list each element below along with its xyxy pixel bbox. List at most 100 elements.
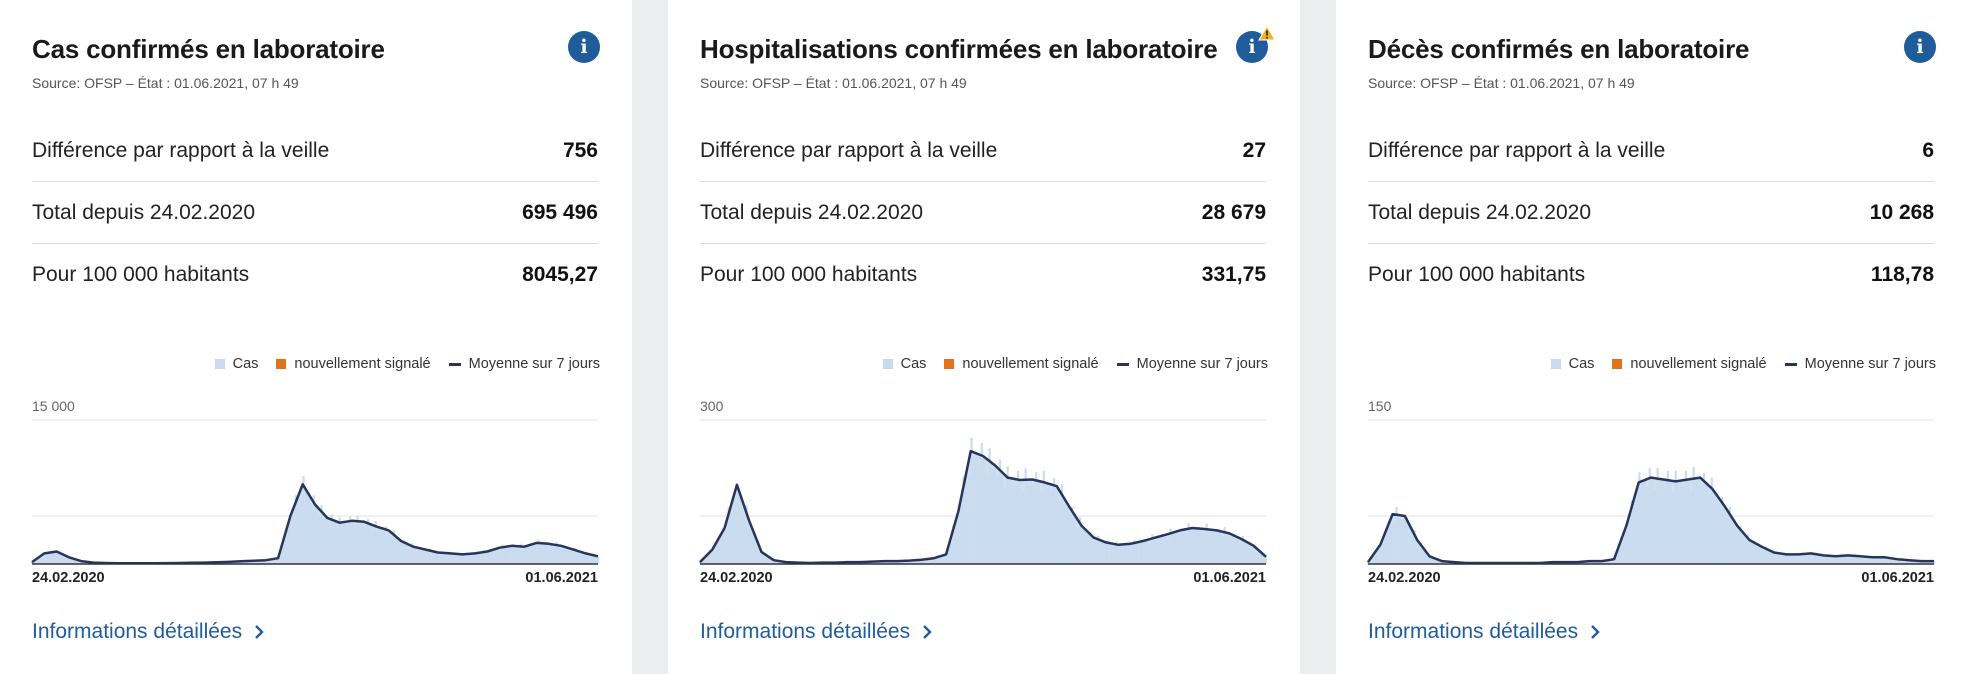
stat-row: Total depuis 24.02.2020 695 496 [32,182,598,244]
stat-row: Total depuis 24.02.2020 10 268 [1368,182,1934,244]
card-title: Cas confirmés en laboratoire [32,34,385,64]
stat-row: Différence par rapport à la veille 756 [32,120,598,182]
stats-table: Différence par rapport à la veille 27 Tota… [700,120,1266,306]
card-1: Cas confirmés en laboratoire Source: OFS… [0,0,632,674]
y-axis-max-label: 15 000 [32,398,75,414]
stat-label: Total depuis 24.02.2020 [32,200,256,224]
legend-label-moving-average: Moyenne sur 7 jours [1804,356,1936,372]
x-axis-end-label: 01.06.2021 [1861,570,1934,586]
details-link[interactable]: Informations détaillées [700,620,932,644]
area-fill [32,484,598,564]
info-icon: i [1916,36,1924,58]
chart-legend: Cas nouvellement signalé Moyenne sur 7 j… [1550,356,1936,372]
stat-row: Pour 100 000 habitants 8045,27 [32,244,598,306]
x-axis-end-label: 01.06.2021 [525,570,598,586]
legend-item-newly-reported[interactable]: nouvellement signalé [276,356,431,372]
info-button[interactable]: i [1236,25,1276,63]
x-axis-start-label: 24.02.2020 [700,570,773,586]
stat-label: Total depuis 24.02.2020 [700,200,924,224]
legend-swatch-cases [882,359,893,369]
stat-row: Différence par rapport à la veille 27 [700,120,1266,182]
legend-swatch-newly-reported [1612,359,1623,369]
legend-label-newly-reported: nouvellement signalé [962,356,1099,372]
card-header: Hospitalisations confirmées en laboratoi… [700,34,1266,91]
stat-value: 756 [562,138,598,162]
legend-item-moving-average[interactable]: Moyenne sur 7 jours [1116,356,1268,372]
card-source: Source: OFSP – État : 01.06.2021, 07 h 4… [32,75,299,91]
legend-label-moving-average: Moyenne sur 7 jours [468,356,600,372]
x-axis-start-label: 24.02.2020 [1368,570,1441,586]
x-axis-start-label: 24.02.2020 [32,570,105,586]
legend-swatch-moving-average [1784,362,1797,366]
card-title: Hospitalisations confirmées en laboratoi… [700,34,1218,64]
legend-item-newly-reported[interactable]: nouvellement signalé [1612,356,1767,372]
card-3: Décès confirmés en laboratoire Source: O… [1336,0,1967,674]
chart-legend: Cas nouvellement signalé Moyenne sur 7 j… [882,356,1268,372]
stat-label: Total depuis 24.02.2020 [1368,200,1592,224]
stat-label: Pour 100 000 habitants [700,263,918,286]
stat-value: 118,78 [1870,263,1934,286]
bar-mark [1265,557,1268,564]
legend-swatch-newly-reported [944,359,955,369]
chart-legend: Cas nouvellement signalé Moyenne sur 7 j… [214,356,600,372]
details-link[interactable]: Informations détaillées [1368,620,1600,644]
stat-row: Pour 100 000 habitants 118,78 [1368,244,1934,306]
card-title: Décès confirmés en laboratoire [1368,34,1750,64]
info-icon: i [580,36,588,58]
card-source: Source: OFSP – État : 01.06.2021, 07 h 4… [700,75,967,91]
chevron-right-icon [923,625,932,639]
card-header: Cas confirmés en laboratoire Source: OFS… [32,34,598,91]
stat-value: 331,75 [1201,263,1266,286]
chevron-right-icon [255,625,264,639]
y-axis-max-label: 300 [700,398,724,414]
details-link-label: Informations détaillées [32,620,243,643]
stat-row: Différence par rapport à la veille 6 [1368,120,1934,182]
stat-value: 28 679 [1201,200,1266,224]
area-fill [700,451,1266,564]
stat-value: 8045,27 [522,263,598,286]
bar-mark [597,556,600,564]
stat-label: Différence par rapport à la veille [32,138,330,162]
chart: 15 000 24.02.2020 01.06.2021 [31,398,600,586]
stat-label: Différence par rapport à la veille [700,138,998,162]
legend-swatch-moving-average [448,362,461,366]
legend-item-newly-reported[interactable]: nouvellement signalé [944,356,1099,372]
legend-label-cases: Cas [1568,356,1595,372]
legend-label-moving-average: Moyenne sur 7 jours [1136,356,1268,372]
card-header: Décès confirmés en laboratoire Source: O… [1368,34,1934,91]
area-fill [1368,477,1934,564]
chevron-right-icon [1591,625,1600,639]
legend-item-moving-average[interactable]: Moyenne sur 7 jours [448,356,600,372]
moving-average-line [1366,476,1934,565]
stat-row: Pour 100 000 habitants 331,75 [700,244,1266,306]
info-icon: i [1248,36,1256,58]
stat-label: Différence par rapport à la veille [1368,138,1666,162]
stat-value: 27 [1242,138,1266,162]
x-axis-end-label: 01.06.2021 [1193,570,1266,586]
legend-swatch-cases [214,359,225,369]
legend-label-cases: Cas [232,356,259,372]
chart: 300 24.02.2020 01.06.2021 [699,398,1268,586]
details-link[interactable]: Informations détaillées [32,620,264,644]
card-source: Source: OFSP – État : 01.06.2021, 07 h 4… [1368,75,1635,91]
card-2: Hospitalisations confirmées en laboratoi… [668,0,1300,674]
details-link-label: Informations détaillées [1368,620,1579,643]
stat-label: Pour 100 000 habitants [1368,263,1586,286]
legend-label-cases: Cas [900,356,927,372]
legend-label-newly-reported: nouvellement signalé [294,356,431,372]
legend-item-cases[interactable]: Cas [882,356,927,372]
stat-row: Total depuis 24.02.2020 28 679 [700,182,1266,244]
legend-item-cases[interactable]: Cas [214,356,259,372]
info-button[interactable]: i [568,31,600,63]
warning-icon [1258,25,1276,41]
legend-item-moving-average[interactable]: Moyenne sur 7 jours [1784,356,1936,372]
info-button[interactable]: i [1904,31,1936,63]
y-axis-max-label: 150 [1368,398,1392,414]
chart: 150 24.02.2020 01.06.2021 [1366,398,1936,586]
bar-mark [1933,561,1936,564]
stats-table: Différence par rapport à la veille 756 Tot… [32,120,598,306]
legend-swatch-cases [1550,359,1561,369]
legend-swatch-newly-reported [276,359,287,369]
legend-item-cases[interactable]: Cas [1550,356,1595,372]
stat-value: 10 268 [1869,200,1934,224]
